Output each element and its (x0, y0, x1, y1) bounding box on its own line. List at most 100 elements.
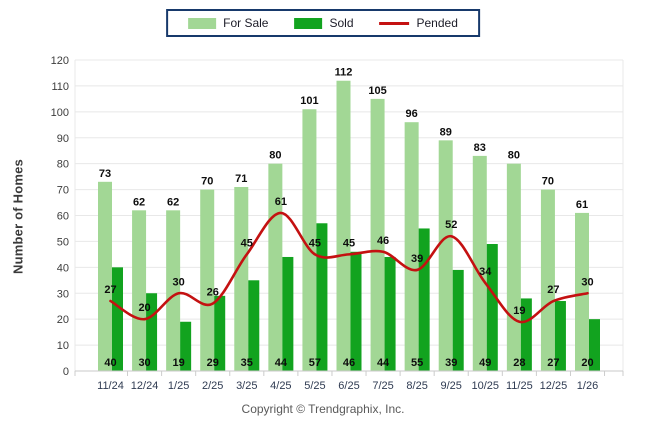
sold-bar (384, 256, 396, 371)
sold-value-label: 20 (581, 357, 593, 369)
for-sale-value-label: 112 (335, 67, 353, 79)
sold-value-label: 30 (138, 357, 150, 369)
x-tick-label: 2/25 (202, 380, 223, 392)
for-sale-value-label: 70 (201, 176, 213, 188)
sold-bar (146, 293, 158, 371)
pended-value-label: 45 (309, 237, 321, 249)
for-sale-value-label: 101 (300, 95, 318, 107)
pended-line (109, 211, 589, 324)
sold-bar (554, 301, 566, 371)
y-tick-label: 110 (51, 81, 69, 93)
x-tick-label: 12/24 (131, 380, 159, 392)
x-tick-label: 10/25 (472, 380, 500, 392)
for-sale-value-label: 62 (133, 196, 145, 208)
sold-value-label: 44 (275, 357, 288, 369)
sold-value-label: 46 (343, 357, 355, 369)
pended-value-label: 27 (547, 284, 559, 296)
sold-bar (180, 321, 192, 371)
y-tick-label: 90 (57, 133, 69, 145)
y-tick-label: 80 (57, 159, 69, 171)
y-tick-label: 100 (51, 107, 69, 119)
x-tick-label: 5/25 (304, 380, 325, 392)
for-sale-bar (200, 189, 215, 371)
pended-value-label: 19 (513, 305, 525, 317)
legend-label: Pended (416, 16, 458, 30)
sold-bar (486, 244, 498, 371)
sold-value-label: 19 (173, 357, 185, 369)
pended-value-label: 34 (479, 266, 492, 278)
for-sale-bar (540, 189, 555, 371)
sold-value-label: 35 (241, 357, 253, 369)
for-sale-bar (506, 163, 521, 371)
y-axis-title: Number of Homes (10, 159, 26, 274)
pended-value-label: 39 (411, 253, 423, 265)
sold-bar (520, 298, 532, 371)
sold-value-label: 27 (547, 357, 559, 369)
x-tick-label: 6/25 (338, 380, 359, 392)
for-sale-bar (166, 210, 181, 371)
x-tick-label: 11/25 (506, 380, 533, 392)
pended-line-swatch (379, 21, 410, 25)
for-sale-value-label: 80 (508, 150, 520, 162)
for-sale-bar (268, 163, 283, 371)
sold-bar (452, 269, 464, 371)
sold-bar (248, 280, 260, 371)
sold-value-label: 55 (411, 357, 423, 369)
for-sale-value-label: 73 (99, 168, 111, 180)
pended-value-label: 46 (377, 235, 389, 247)
sold-value-label: 29 (207, 357, 219, 369)
sold-bar (418, 228, 430, 371)
legend-item-for-sale: For Sale (188, 16, 268, 30)
pended-value-label: 20 (138, 302, 150, 314)
sold-value-label: 49 (479, 357, 491, 369)
for-sale-value-label: 83 (474, 142, 486, 154)
y-tick-label: 40 (57, 262, 69, 274)
for-sale-bar (575, 212, 589, 371)
x-tick-label: 3/25 (236, 380, 257, 392)
y-tick-label: 10 (57, 340, 69, 352)
for-sale-bar (472, 155, 487, 371)
x-tick-label: 1/25 (168, 380, 189, 392)
for-sale-value-label: 71 (235, 173, 247, 185)
sold-value-label: 39 (445, 357, 457, 369)
legend: For Sale Sold Pended (166, 9, 480, 37)
x-tick-label: 8/25 (406, 380, 427, 392)
for-sale-bar (98, 181, 112, 371)
sold-bar (112, 267, 123, 371)
pended-value-label: 61 (275, 196, 287, 208)
for-sale-value-label: 62 (167, 196, 179, 208)
sold-swatch (294, 17, 323, 29)
sold-bar (282, 256, 294, 371)
x-tick-label: 1/26 (577, 380, 598, 392)
for-sale-value-label: 89 (440, 126, 452, 138)
for-sale-value-label: 105 (368, 85, 386, 97)
sold-bar (589, 319, 600, 371)
for-sale-value-label: 61 (576, 199, 588, 211)
for-sale-bar (132, 210, 147, 371)
sold-value-label: 44 (377, 357, 390, 369)
sold-bar (316, 223, 328, 371)
for-sale-value-label: 80 (269, 150, 281, 162)
legend-item-pended: Pended (379, 16, 458, 30)
sold-value-label: 28 (513, 357, 525, 369)
pended-value-label: 52 (445, 219, 457, 231)
pended-value-label: 26 (207, 287, 219, 299)
for-sale-bar (336, 80, 351, 371)
for-sale-bar (234, 186, 249, 371)
sold-value-label: 57 (309, 357, 321, 369)
for-sale-bar (438, 140, 453, 371)
x-tick-label: 7/25 (372, 380, 393, 392)
y-tick-label: 120 (51, 55, 69, 67)
sold-bar (214, 295, 226, 371)
sold-value-label: 40 (104, 357, 116, 369)
x-tick-label: 11/24 (97, 380, 124, 392)
x-tick-label: 9/25 (441, 380, 462, 392)
y-tick-label: 20 (57, 314, 69, 326)
pended-value-label: 27 (104, 284, 116, 296)
pended-value-label: 45 (343, 237, 355, 249)
y-tick-label: 0 (63, 366, 69, 378)
for-sale-bar (370, 98, 385, 371)
y-tick-label: 70 (57, 185, 69, 197)
